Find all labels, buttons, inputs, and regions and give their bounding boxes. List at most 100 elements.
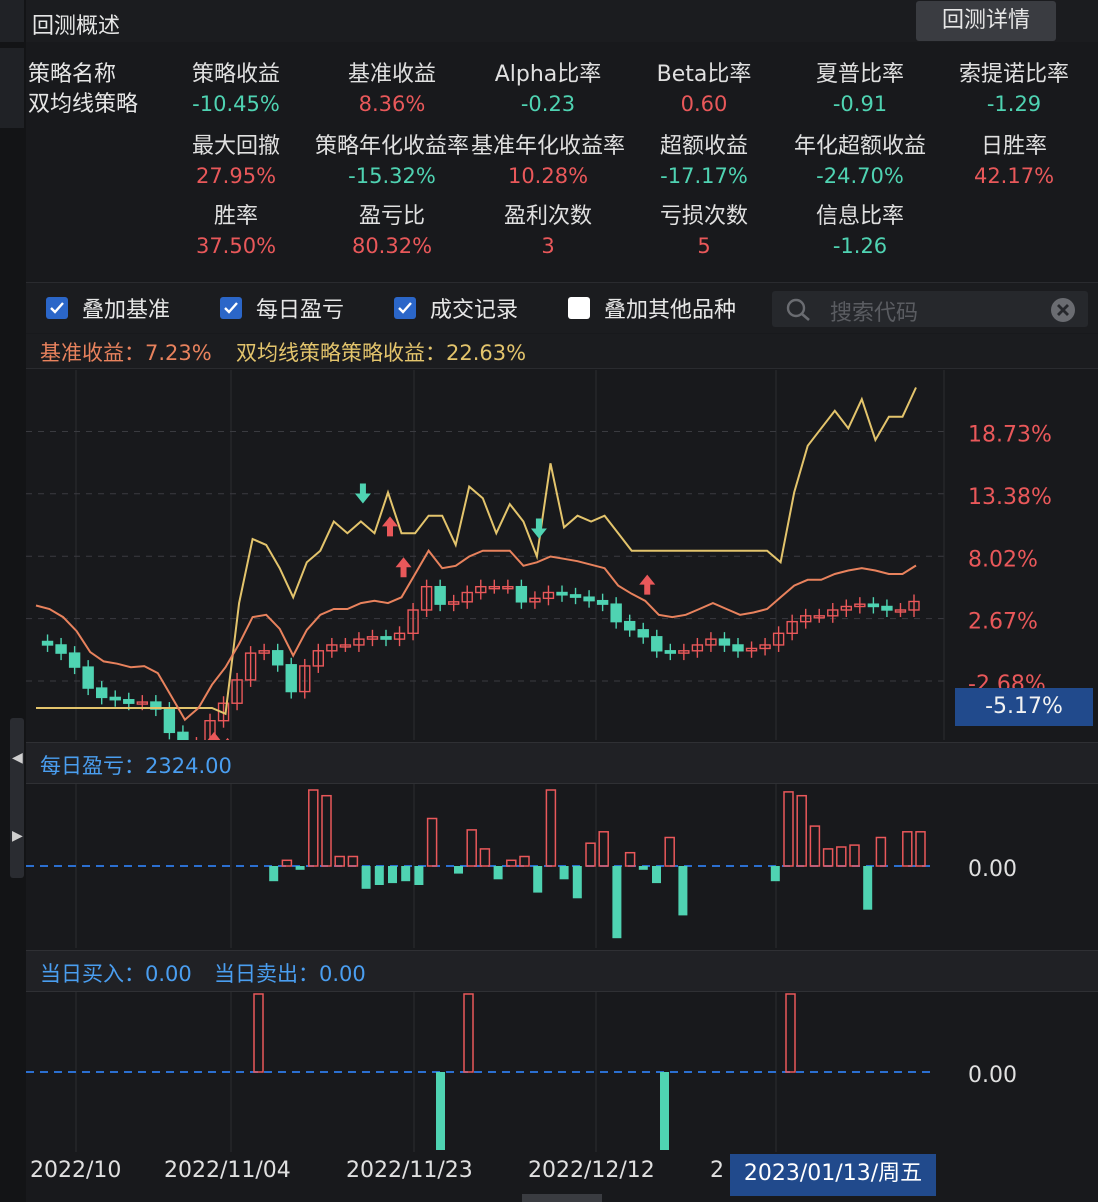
- main-chart-legend: 基准收益：7.23% 双均线策略策略收益：22.63%: [26, 334, 1098, 369]
- stat-label: 索提诺比率: [958, 62, 1069, 87]
- x-axis: 2022/10 2022/11/04 2022/11/23 2022/12/12…: [26, 1154, 1098, 1198]
- pnl-bar: [466, 829, 477, 867]
- buy-label: 当日买入：0.00: [40, 962, 192, 986]
- stat-item: 盈亏比 80.32%: [312, 202, 472, 260]
- sell-arrow-icon: [354, 483, 371, 504]
- candle: [353, 632, 365, 652]
- candle: [908, 594, 920, 617]
- pnl-bar: [426, 817, 438, 867]
- stat-value: 42.17%: [973, 164, 1055, 188]
- x-tick: 2: [710, 1158, 724, 1183]
- benchmark-line: [35, 548, 917, 722]
- pnl-bar: [638, 866, 648, 870]
- trade-records-label: 成交记录: [430, 298, 519, 323]
- strategy-name-value: 双均线策略: [28, 92, 139, 117]
- stat-item: 基准收益 8.36%: [312, 60, 472, 118]
- pnl-bar: [308, 789, 319, 867]
- candle: [705, 632, 717, 652]
- x-tick: 2022/11/23: [346, 1158, 473, 1183]
- overlay-benchmark-label: 叠加基准: [82, 298, 171, 323]
- candle-body: [664, 650, 677, 654]
- search-input[interactable]: 搜索代码: [772, 291, 1088, 327]
- daily-pnl-chart[interactable]: 0.00: [26, 784, 1098, 948]
- collapse-left-icon[interactable]: ◀: [12, 750, 23, 766]
- candle: [881, 599, 893, 617]
- candle: [583, 590, 595, 608]
- stat-item: 信息比率 -1.26: [780, 202, 940, 260]
- pnl-bar: [401, 866, 411, 882]
- overlay-other-checkbox[interactable]: 叠加其他品种: [568, 295, 736, 323]
- candle-body: [339, 644, 352, 648]
- daily-pnl-checkbox[interactable]: 每日盈亏: [220, 295, 345, 323]
- sell-arrow-icon: [530, 518, 547, 539]
- candle: [799, 608, 812, 629]
- candle-body: [556, 591, 568, 596]
- pnl-bar: [493, 866, 503, 880]
- candle-body: [326, 644, 338, 652]
- stat-label: 基准年化收益率: [470, 134, 625, 159]
- candle: [542, 585, 555, 606]
- sell-bar: [660, 1072, 669, 1150]
- stat-item: 索提诺比率 -1.29: [934, 60, 1094, 118]
- stat-label: Beta比率: [656, 62, 752, 87]
- stat-item: 盈利次数 3: [468, 202, 628, 260]
- candle: [637, 622, 649, 644]
- strategy-name-block: 策略名称 双均线策略: [28, 60, 138, 120]
- trade-volume-chart[interactable]: 0.00: [26, 992, 1098, 1152]
- stats-panel: 策略名称 双均线策略 策略收益 -10.45% 基准收益 8.36% Alpha比率 -0…: [26, 48, 1098, 280]
- stat-value: -15.32%: [348, 164, 436, 188]
- candle: [407, 602, 419, 641]
- stat-label: 亏损次数: [659, 204, 748, 229]
- checkbox-checked-icon[interactable]: [46, 297, 68, 319]
- arrow-shape: [225, 737, 230, 740]
- collapse-handle[interactable]: ◀ ▶: [10, 718, 24, 878]
- stat-label: 最大回撤: [191, 134, 280, 159]
- pnl-bar: [783, 791, 794, 867]
- checkbox-unchecked-icon[interactable]: [568, 297, 590, 319]
- pnl-bar: [269, 866, 279, 882]
- candle: [312, 643, 325, 673]
- main-price-chart[interactable]: 18.73%13.38%8.02%2.67%-2.68%: [26, 370, 1098, 740]
- candle-body: [420, 585, 433, 611]
- candle: [366, 629, 379, 647]
- candle-body: [515, 585, 528, 603]
- buy-bar: [785, 993, 796, 1073]
- resize-handle[interactable]: [522, 1194, 602, 1202]
- sell-bar: [436, 1072, 445, 1150]
- backtest-detail-button[interactable]: 回测详情: [916, 1, 1056, 41]
- trade-records-checkbox[interactable]: 成交记录: [394, 295, 519, 323]
- candle-body: [163, 708, 176, 734]
- candle-body: [123, 699, 135, 704]
- candle-body: [285, 664, 297, 693]
- pnl-bar: [915, 831, 926, 867]
- stat-value: -17.17%: [660, 164, 748, 188]
- expand-right-icon[interactable]: ▶: [12, 828, 23, 844]
- candle-body: [732, 644, 744, 652]
- clear-icon[interactable]: [1050, 297, 1076, 323]
- candle-body: [461, 591, 473, 603]
- candle: [718, 632, 731, 652]
- candle: [813, 608, 825, 623]
- checkbox-checked-icon[interactable]: [220, 297, 242, 319]
- pnl-bar: [652, 866, 661, 884]
- stat-label: 盈利次数: [503, 204, 592, 229]
- pnl-panel-header: 每日盈亏：2324.00: [26, 742, 1098, 784]
- chart-toolbar: 叠加基准 每日盈亏 成交记录 叠加其他品种 搜索代码: [26, 282, 1098, 333]
- candle-body: [881, 605, 893, 611]
- stat-value: -0.91: [832, 92, 888, 116]
- candle-body: [908, 600, 920, 611]
- buy-arrow-icon: [395, 557, 412, 578]
- candle: [380, 629, 392, 647]
- pnl-bar: [347, 855, 359, 867]
- y-tick-label: 8.02%: [968, 547, 1038, 572]
- daily-pnl-label: 每日盈亏: [256, 298, 345, 323]
- candle: [596, 593, 609, 612]
- candle: [231, 672, 243, 711]
- overlay-benchmark-checkbox[interactable]: 叠加基准: [46, 295, 171, 323]
- pnl-bar: [849, 844, 860, 867]
- stat-item: Beta比率 0.60: [624, 60, 784, 118]
- stat-value: 8.36%: [358, 92, 426, 116]
- candle: [664, 643, 677, 661]
- pnl-bar: [533, 866, 543, 893]
- checkbox-checked-icon[interactable]: [394, 297, 416, 319]
